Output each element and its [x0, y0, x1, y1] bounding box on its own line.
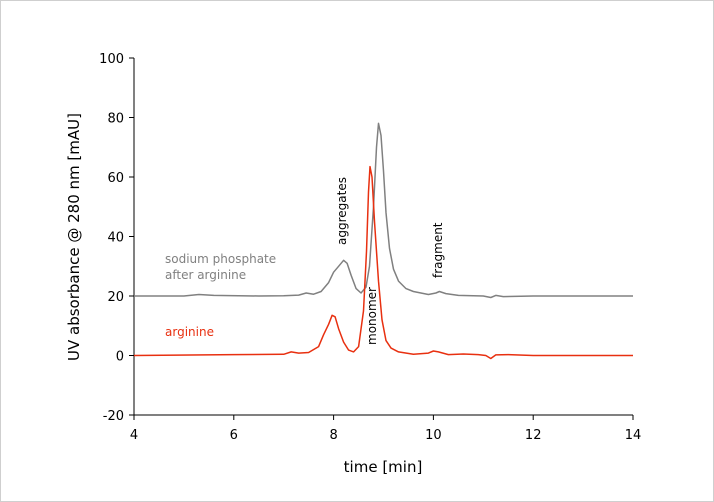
series-line-arginine: [133, 165, 633, 360]
y-tick-label: 100: [99, 52, 124, 67]
peak-label-monomer: monomer: [365, 287, 379, 345]
series-line-sodium-phosphate: [134, 122, 633, 299]
y-tick-label: 80: [107, 112, 124, 127]
y-tick-label: 60: [107, 171, 124, 186]
x-tick-label: 10: [425, 428, 442, 443]
peak-label-fragment: fragment: [431, 222, 445, 278]
peak-label-aggregates: aggregates: [335, 177, 349, 245]
tick-labels: 4 6 8 10 12 14 -20 0 20 40 60 80 100: [99, 52, 641, 443]
x-tick-label: 12: [525, 428, 542, 443]
x-tick-label: 6: [230, 428, 238, 443]
series-label-gray-line2: after arginine: [165, 268, 246, 282]
y-tick-label: -20: [103, 409, 124, 424]
series-label-gray-line1: sodium phosphate: [165, 252, 276, 266]
series-label-red: arginine: [165, 325, 214, 339]
x-tick-label: 4: [130, 428, 138, 443]
x-tick-label: 8: [329, 428, 337, 443]
series-lines: [133, 122, 633, 360]
y-tick-label: 0: [116, 350, 124, 365]
y-tick-label: 40: [107, 231, 124, 246]
axes: [129, 57, 634, 420]
y-tick-label: 20: [107, 290, 124, 305]
x-tick-label: 14: [625, 428, 642, 443]
y-axis-title: UV absorbance @ 280 nm [mAU]: [65, 113, 83, 361]
x-axis-title: time [min]: [344, 458, 423, 476]
